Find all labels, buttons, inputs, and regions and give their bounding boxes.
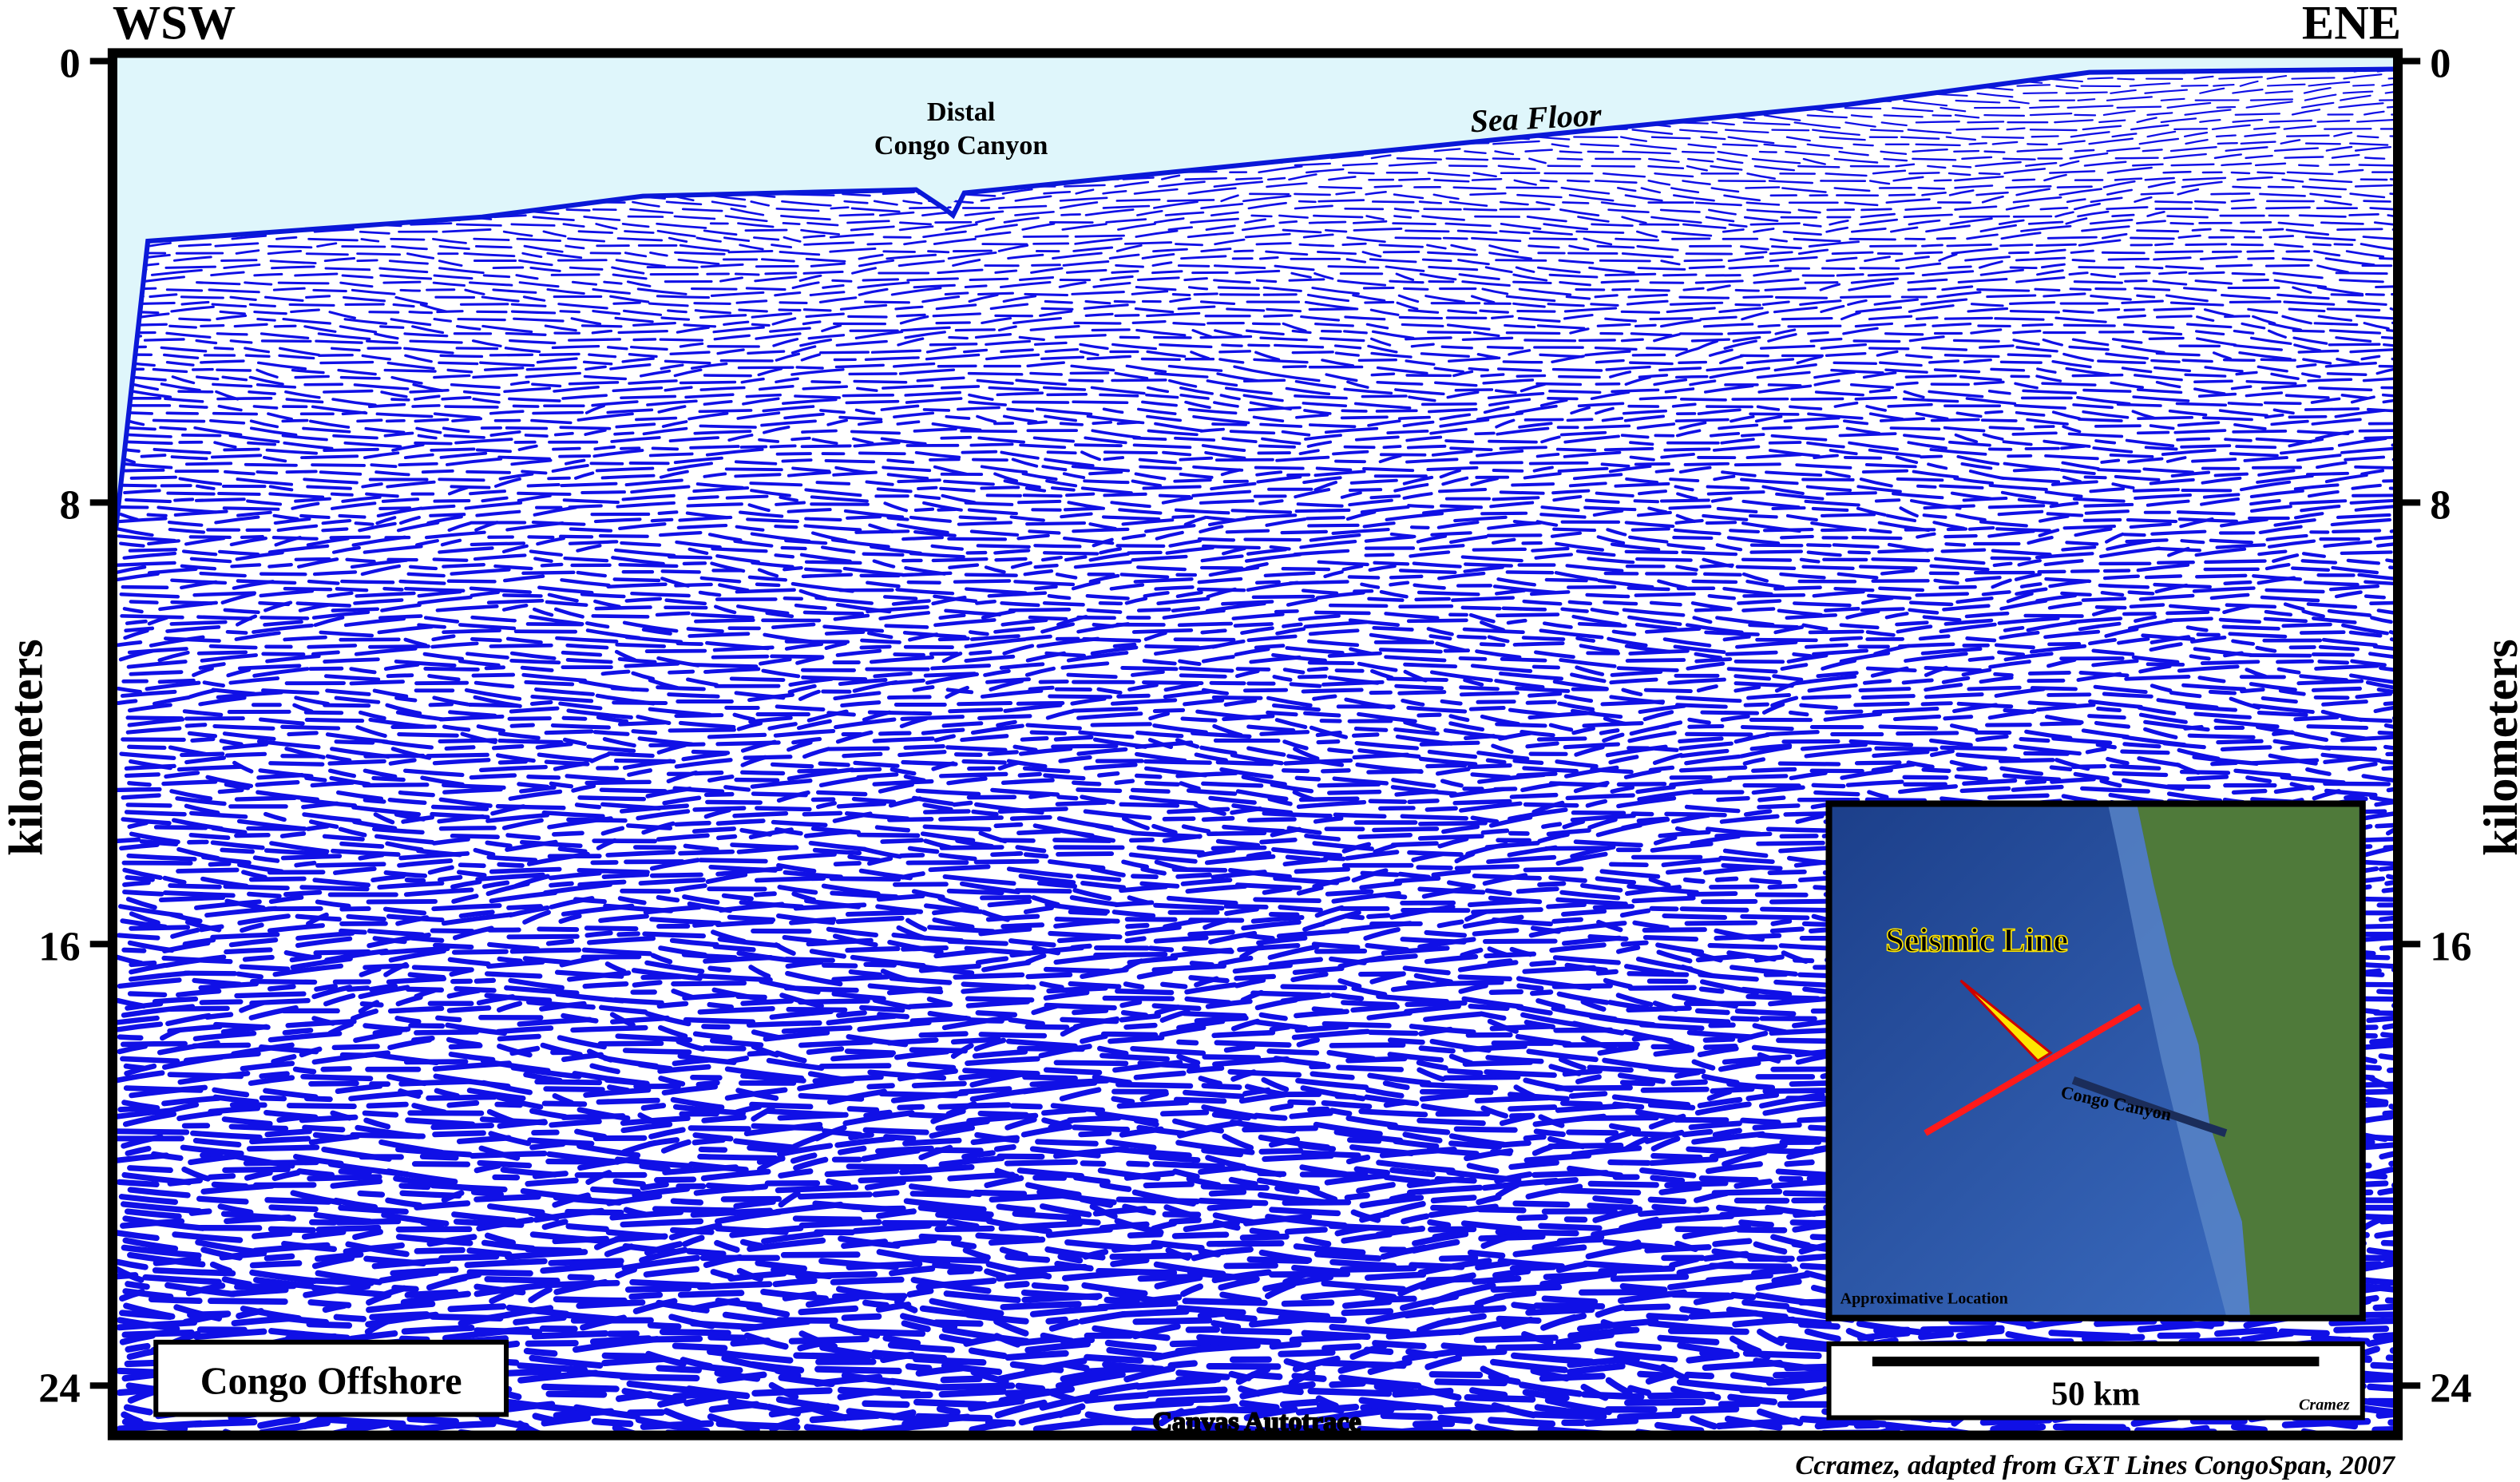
reflector [115, 775, 2391, 802]
reflector [117, 315, 2395, 335]
reflector [118, 644, 2395, 668]
reflector [129, 404, 2395, 421]
reflector [115, 560, 2395, 583]
reflector [120, 679, 2395, 708]
reflector [116, 515, 2395, 537]
reflector [121, 1310, 2395, 1355]
signature: Cramez [2299, 1396, 2350, 1413]
software-credit: Canvas Autotrace [1152, 1408, 1361, 1437]
reflector [122, 595, 2395, 619]
reflector [124, 367, 2395, 386]
axis-label-left: kilometers [0, 639, 53, 856]
inset-land [2137, 806, 2360, 1315]
inset-seismic-line [1924, 1003, 2143, 1136]
direction-left: WSW [113, 0, 236, 50]
scale-box [1826, 1341, 2365, 1421]
reflector [124, 488, 2395, 510]
reflector [125, 703, 2395, 729]
reflector [115, 552, 2395, 573]
sea-floor-line [113, 66, 2395, 531]
tick-label: 16 [2430, 923, 2471, 969]
tick-label: 8 [2430, 482, 2451, 529]
reflector [121, 723, 2395, 750]
reflector [123, 409, 2395, 429]
reflector [120, 601, 2395, 627]
reflector [115, 565, 2395, 590]
annotation: Congo Canyon [874, 131, 1048, 160]
reflector [129, 587, 2395, 611]
reflector [127, 709, 2395, 739]
reflector [119, 580, 2395, 603]
reflector [121, 474, 2395, 495]
reflector [121, 666, 2395, 692]
reflector [119, 454, 2395, 472]
inset-arrow [1959, 979, 2053, 1063]
reflector [127, 696, 2395, 722]
reflector [116, 631, 2395, 655]
reflector [129, 661, 2395, 684]
tick-label: 8 [59, 482, 80, 529]
reflector [118, 352, 2395, 370]
inset-map: Seismic Line Congo Canyon Approximative … [1825, 800, 2366, 1322]
reflector [129, 382, 2395, 401]
frame [107, 48, 2403, 1440]
location-label: Congo Offshore [200, 1360, 462, 1402]
scale-label: 50 km [2051, 1375, 2141, 1413]
reflector [127, 767, 2395, 791]
reflector [115, 496, 2395, 518]
reflector [123, 480, 2395, 501]
reflector [119, 430, 2395, 451]
annotation: Sea Floor [1469, 97, 1603, 140]
tick-label: 24 [2430, 1365, 2471, 1411]
reflector [124, 425, 2395, 444]
reflector [130, 390, 2395, 407]
reflector [116, 672, 2395, 701]
tick-label: 24 [38, 1365, 80, 1411]
annotation: Distal [927, 97, 996, 127]
tick-label: 0 [59, 41, 80, 87]
inset-label: Seismic Line [1885, 922, 2068, 960]
seismic-reflections [115, 69, 2395, 1436]
axis-label-right: kilometers [2474, 639, 2520, 856]
subsurface [115, 69, 2395, 1436]
reflector [125, 608, 2393, 635]
reflector [129, 747, 2395, 774]
reflector [128, 537, 2395, 557]
tick-label: 0 [2430, 41, 2451, 87]
axis-ticks: 0 0 8 8 16 16 24 24 [38, 41, 2471, 1412]
direction-right: ENE [2302, 0, 2401, 50]
location-box [153, 1339, 509, 1417]
reflector [117, 418, 2395, 437]
reflector [129, 468, 2395, 488]
inset-shelf [2108, 806, 2250, 1315]
reflector [127, 730, 2395, 760]
reflector [124, 615, 2395, 640]
reflector [129, 293, 2395, 313]
reflector [125, 716, 2395, 744]
inset-canyon [2071, 1076, 2228, 1137]
reflector [120, 394, 2395, 415]
reflector [124, 755, 2395, 779]
reflector [120, 461, 2395, 481]
inset-caption: Approximative Location [1840, 1290, 2008, 1308]
credit: Ccramez, adapted from GXT Lines CongoSpa… [1795, 1451, 2395, 1480]
reflector [129, 375, 2395, 392]
reflector [129, 310, 2395, 327]
tick-label: 16 [38, 923, 80, 969]
reflector [119, 505, 2395, 523]
reflector [119, 436, 2395, 458]
reflector [116, 685, 2393, 715]
reflector [123, 622, 2395, 648]
reflector [127, 636, 2395, 662]
